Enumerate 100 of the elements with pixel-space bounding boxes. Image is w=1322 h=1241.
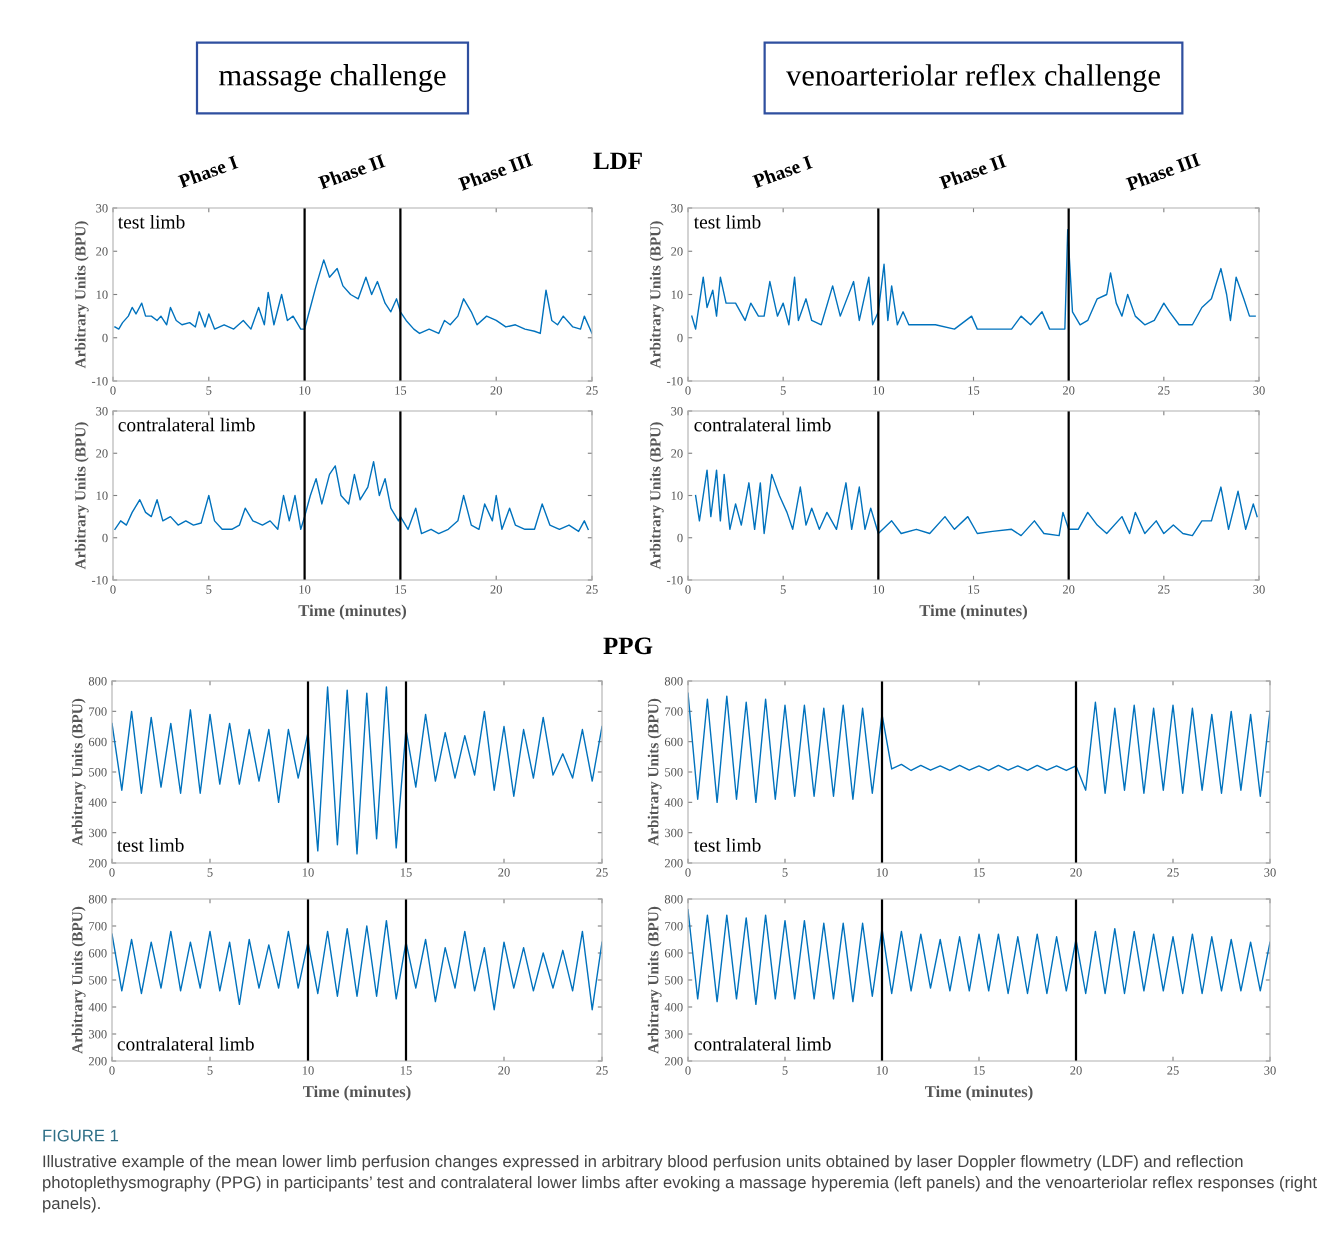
x-tick-label: 25 — [1167, 1066, 1179, 1075]
x-tick-label: 15 — [968, 386, 980, 395]
annotation: contralateral limb — [117, 1036, 254, 1051]
x-tick-label: 25 — [1158, 386, 1170, 395]
text: Illustrative example of the mean lower limb perfusion changes expressed in arbitrary blood perfusion units obtained by laser Doppler flowmetry (LDF) and reflection photoplethysmography (PPG) in participants’ test and contralateral lower limbs after evoking a massage hyperemia (left panels) and the venoarteriolar reflex responses (right panels). — [43, 1155, 1317, 1213]
x-tick-label: 20 — [490, 386, 502, 395]
y-tick-label: 0 — [102, 533, 108, 543]
y-tick-label: 700 — [665, 707, 683, 716]
x-tick-label: 10 — [873, 386, 885, 395]
y-tick-label: 300 — [664, 828, 683, 838]
y-axis-title: Arbitrary Units (BPU) — [74, 221, 89, 369]
text: Phase III — [457, 152, 534, 191]
y-tick-label: 600 — [88, 737, 107, 747]
x-axis-title: Time (minutes) — [925, 1085, 1033, 1101]
y-tick-label: 400 — [664, 798, 683, 807]
x-tick-label: 25 — [1167, 868, 1179, 877]
y-tick-label: 200 — [664, 1057, 683, 1066]
x-tick-label: 30 — [1264, 868, 1276, 877]
x-tick-label: 5 — [206, 386, 212, 395]
text: Phase III — [1125, 152, 1201, 191]
annotation: contralateral limb — [118, 417, 255, 432]
x-tick-label: 0 — [685, 868, 691, 877]
annotation: test limb — [693, 214, 761, 229]
x-tick-label: 30 — [1264, 1066, 1276, 1075]
y-tick-label: 500 — [89, 976, 107, 985]
x-tick-label: 20 — [1062, 585, 1075, 594]
y-tick-label: 600 — [88, 949, 107, 958]
y-tick-label: 200 — [88, 859, 107, 868]
x-tick-label: 25 — [586, 386, 598, 395]
y-tick-label: 10 — [671, 290, 683, 299]
x-tick-label: 0 — [685, 585, 691, 594]
y-tick-label: 300 — [88, 1030, 107, 1039]
x-tick-label: 25 — [596, 1066, 608, 1075]
y-tick-label: -10 — [91, 576, 108, 585]
x-tick-label: 0 — [109, 1066, 115, 1075]
y-tick-label: 10 — [96, 491, 108, 500]
x-tick-label: 25 — [1158, 585, 1170, 594]
x-axis-title: Time (minutes) — [919, 604, 1028, 620]
x-tick-label: 10 — [873, 585, 885, 594]
x-tick-label: 25 — [596, 868, 608, 877]
y-axis-title: Arbitrary Units (BPU) — [649, 422, 664, 570]
y-axis-title: Arbitrary Units (BPU) — [649, 221, 664, 369]
y-axis-title: Arbitrary Units (BPU) — [71, 698, 86, 846]
x-tick-label: 15 — [395, 386, 407, 395]
y-tick-label: 10 — [96, 290, 108, 299]
annotation: test limb — [694, 838, 761, 852]
y-tick-label: -10 — [666, 576, 683, 585]
y-tick-label: 400 — [88, 1003, 107, 1012]
y-tick-label: 800 — [664, 895, 683, 904]
text: Phase I — [751, 154, 813, 189]
x-tick-label: 5 — [782, 868, 788, 877]
y-tick-label: 30 — [96, 204, 108, 213]
text: Phase I — [177, 154, 239, 189]
chart-subtitle: PPG — [603, 637, 653, 655]
y-tick-label: 300 — [88, 828, 107, 838]
x-tick-label: 5 — [780, 585, 786, 594]
x-tick-label: 5 — [207, 1066, 213, 1075]
x-tick-label: 20 — [490, 585, 502, 594]
y-tick-label: 300 — [664, 1030, 683, 1039]
y-tick-label: 700 — [89, 922, 107, 931]
y-tick-label: 0 — [102, 333, 108, 343]
x-tick-label: 10 — [302, 868, 314, 877]
y-tick-label: 800 — [664, 677, 683, 686]
y-axis-title: Arbitrary Units (BPU) — [74, 422, 89, 570]
x-tick-label: 5 — [207, 868, 213, 877]
y-tick-label: 600 — [664, 949, 683, 958]
x-tick-label: 10 — [299, 386, 311, 395]
y-tick-label: 500 — [665, 768, 683, 777]
x-tick-label: 30 — [1253, 585, 1265, 594]
x-tick-label: 10 — [299, 585, 311, 594]
annotation: test limb — [117, 838, 184, 852]
y-axis-title: Arbitrary Units (BPU) — [647, 698, 662, 846]
text: Phase II — [938, 153, 1007, 190]
y-tick-label: -10 — [91, 377, 108, 386]
y-tick-label: 500 — [89, 768, 107, 777]
y-tick-label: 30 — [671, 407, 683, 416]
annotation: contralateral limb — [694, 417, 831, 432]
x-tick-label: 0 — [109, 868, 115, 877]
x-tick-label: 5 — [780, 386, 786, 395]
y-tick-label: 500 — [665, 976, 683, 985]
x-tick-label: 5 — [782, 1066, 788, 1075]
chart-title: venoarteriolar reflex challenge — [786, 63, 1160, 93]
y-tick-label: 200 — [664, 859, 683, 868]
y-tick-label: 0 — [677, 533, 683, 543]
text: Phase II — [317, 153, 386, 190]
chart-subtitle: LDF — [593, 152, 642, 170]
y-tick-label: 0 — [677, 333, 683, 343]
x-tick-label: 20 — [498, 1066, 510, 1075]
x-tick-label: 15 — [973, 868, 985, 877]
x-tick-label: 25 — [586, 585, 598, 594]
x-tick-label: 0 — [685, 386, 691, 395]
caption: FIGURE 1 — [43, 1129, 119, 1142]
y-tick-label: 10 — [671, 491, 683, 500]
annotation: contralateral limb — [694, 1036, 831, 1051]
y-tick-label: 700 — [665, 922, 683, 931]
y-tick-label: 20 — [96, 247, 108, 256]
y-axis-title: Arbitrary Units (BPU) — [71, 906, 86, 1054]
y-axis-title: Arbitrary Units (BPU) — [647, 906, 662, 1054]
y-tick-label: 400 — [664, 1003, 683, 1012]
x-tick-label: 10 — [876, 1066, 888, 1075]
